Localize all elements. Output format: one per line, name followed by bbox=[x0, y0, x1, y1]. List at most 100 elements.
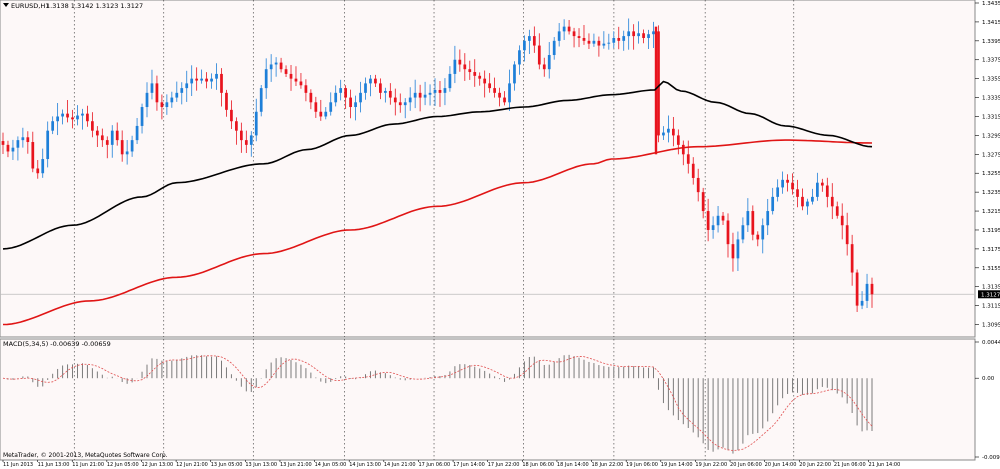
macd-signal-line bbox=[2, 355, 873, 451]
candle-body bbox=[354, 102, 357, 108]
candle-body bbox=[254, 111, 258, 136]
price-tick-label: 1.3275 bbox=[982, 152, 1000, 158]
candle-body bbox=[160, 102, 164, 108]
price-tick-label: 1.3095 bbox=[982, 323, 1000, 329]
candle-body bbox=[453, 59, 457, 74]
candle-body bbox=[706, 211, 710, 230]
candle-body bbox=[840, 215, 844, 226]
ohlc-label: 1.3138 1.3142 1.3123 1.3127 bbox=[46, 2, 143, 10]
candle-body bbox=[667, 128, 670, 133]
grid-layer bbox=[0, 0, 975, 460]
candle-body bbox=[374, 78, 377, 84]
candle-body bbox=[433, 90, 437, 93]
candle-body bbox=[602, 43, 606, 46]
candle-body bbox=[190, 78, 194, 84]
time-tick-label: 20 Jun 22:00 bbox=[799, 462, 831, 468]
candle-body bbox=[508, 83, 511, 103]
time-tick-label: 12 Jun 21:00 bbox=[176, 462, 208, 468]
candle-body bbox=[761, 225, 765, 240]
candle-body bbox=[850, 244, 854, 273]
candle-body bbox=[746, 211, 750, 226]
candle-body bbox=[801, 196, 804, 207]
candle-body bbox=[652, 31, 655, 35]
candle-body bbox=[220, 73, 223, 93]
candle-body bbox=[701, 192, 705, 212]
candle-body bbox=[115, 130, 119, 141]
candle-body bbox=[776, 187, 780, 197]
candle-body bbox=[319, 111, 323, 117]
candle-body bbox=[155, 83, 159, 103]
price-tick-label: 1.3255 bbox=[982, 171, 1000, 177]
candle-body bbox=[299, 81, 303, 86]
candle-body bbox=[398, 102, 402, 106]
macd-panel bbox=[0, 338, 976, 461]
candle-body bbox=[86, 113, 89, 122]
candle-body bbox=[56, 116, 59, 122]
time-tick-label: 17 Jun 06:00 bbox=[418, 462, 450, 468]
candle-body bbox=[383, 90, 387, 93]
candle-body bbox=[195, 78, 199, 81]
ma-slow-line bbox=[2, 139, 873, 326]
time-tick-label: 18 Jun 22:00 bbox=[592, 462, 624, 468]
macd-tick-label: 0.00446 bbox=[982, 340, 1000, 346]
candle-body bbox=[81, 113, 84, 116]
candle-body bbox=[279, 62, 283, 70]
price-tick-label: 1.3115 bbox=[982, 304, 1000, 310]
candle-body bbox=[408, 97, 412, 103]
candle-body bbox=[438, 90, 442, 93]
candle-body bbox=[309, 92, 313, 103]
candles-layer bbox=[1, 18, 874, 312]
price-tick-label: 1.3195 bbox=[982, 228, 1000, 234]
moving-averages-layer bbox=[2, 80, 873, 326]
candle-body bbox=[418, 92, 422, 98]
candle-body bbox=[105, 140, 109, 145]
candle-body bbox=[125, 151, 129, 155]
candle-body bbox=[364, 83, 367, 93]
candle-body bbox=[26, 137, 30, 143]
time-tick-label: 20 Jun 14:00 bbox=[765, 462, 797, 468]
candle-body bbox=[259, 88, 263, 112]
candle-body bbox=[716, 215, 720, 226]
candle-body bbox=[140, 107, 144, 126]
candle-body bbox=[503, 97, 506, 103]
price-tick-label: 1.3435 bbox=[982, 1, 1000, 7]
candle-body bbox=[786, 179, 789, 183]
macd-axis: 0.00446 0.00 -0.00943 bbox=[975, 340, 1000, 461]
candle-body bbox=[170, 97, 174, 103]
candle-body bbox=[369, 78, 372, 84]
current-price-badge bbox=[978, 290, 1000, 299]
candle-body bbox=[493, 88, 496, 93]
candle-body bbox=[249, 135, 253, 145]
candle-body bbox=[165, 102, 169, 108]
time-tick-label: 17 Jun 14:00 bbox=[453, 462, 485, 468]
time-tick-label: 11 Jun 13:00 bbox=[38, 462, 70, 468]
candle-body bbox=[796, 189, 799, 197]
candle-body bbox=[488, 83, 492, 89]
price-tick-label: 1.3215 bbox=[982, 209, 1000, 215]
candle-body bbox=[423, 94, 427, 98]
price-tick-label: 1.3375 bbox=[982, 58, 1000, 64]
candle-body bbox=[468, 69, 472, 73]
candle-body bbox=[513, 64, 516, 84]
copyright-label: MetaTrader, © 2001-2013, MetaQuotes Soft… bbox=[3, 452, 168, 459]
candle-body bbox=[91, 121, 94, 131]
price-tick-label: 1.3135 bbox=[982, 285, 1000, 291]
candle-body bbox=[135, 125, 139, 141]
candle-body bbox=[388, 90, 392, 98]
macd-tick-label: -0.00943 bbox=[982, 455, 1000, 461]
candle-body bbox=[835, 206, 839, 216]
candle-body bbox=[100, 135, 104, 141]
candle-body bbox=[289, 73, 293, 79]
candle-body bbox=[791, 182, 794, 190]
candle-body bbox=[642, 33, 645, 38]
candle-body bbox=[756, 234, 760, 240]
candle-body bbox=[657, 31, 660, 136]
candle-body bbox=[672, 128, 675, 136]
candle-body bbox=[532, 36, 536, 46]
candle-body bbox=[597, 40, 601, 46]
candle-body bbox=[379, 83, 382, 93]
macd-title: MACD(5,34,5) -0.00639 -0.00659 bbox=[3, 340, 111, 348]
time-tick-label: 11 Jun 2013 bbox=[3, 462, 33, 468]
candle-body bbox=[324, 111, 328, 117]
time-tick-label: 13 Jun 05:00 bbox=[211, 462, 243, 468]
